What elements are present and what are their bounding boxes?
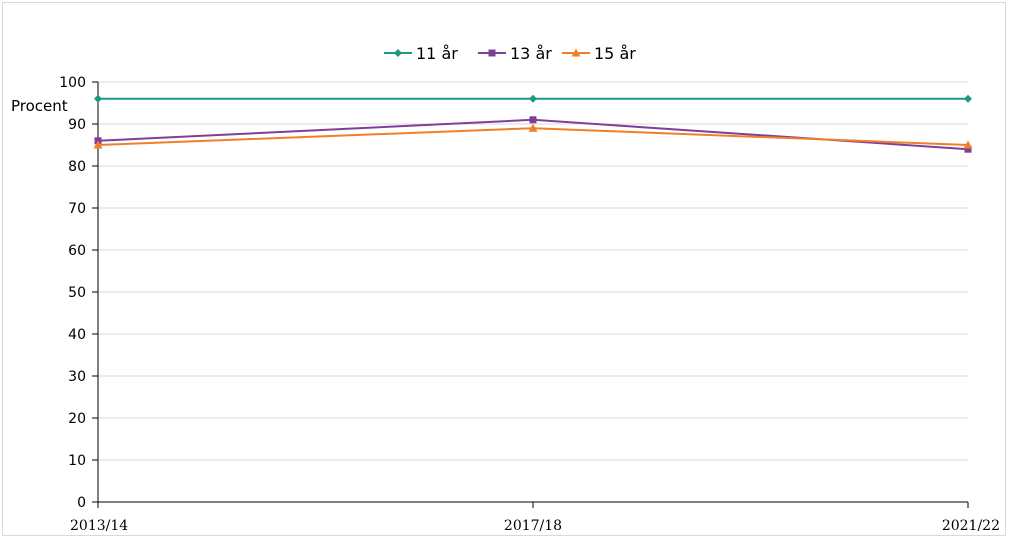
data-point [964, 145, 972, 153]
legend-label: 11 år [416, 44, 458, 63]
legend-label: 13 år [510, 44, 552, 63]
y-tick-label: 20 [68, 411, 86, 427]
legend-marker [571, 48, 581, 57]
x-tick-label: 2021/22 [942, 518, 1000, 534]
gridlines [98, 81, 968, 461]
y-tick-label: 10 [68, 453, 86, 469]
series-lines [93, 94, 973, 153]
y-tick-label: 60 [68, 243, 86, 259]
y-tick-label: 0 [77, 495, 86, 511]
data-point [529, 116, 537, 124]
data-point [963, 140, 973, 149]
data-point [964, 94, 972, 103]
data-point [528, 123, 538, 132]
x-tick-label: 2017/18 [504, 518, 562, 534]
x-tick-label: 2013/14 [70, 518, 128, 534]
series-2 [94, 116, 972, 153]
series-1 [94, 94, 972, 103]
data-point [94, 94, 102, 103]
y-tick-label: 80 [68, 159, 86, 175]
y-axis-ticks: 0 10 20 30 40 50 60 70 80 90 100 [59, 75, 98, 511]
series-3 [93, 123, 973, 149]
y-tick-label: 40 [68, 327, 86, 343]
legend-item: 11 år [384, 44, 458, 63]
y-tick-label: 100 [59, 75, 86, 91]
data-point [93, 140, 103, 149]
legend: 11 år 13 år 15 år [384, 44, 636, 63]
legend-marker [488, 49, 496, 57]
y-axis-label: Procent [11, 97, 68, 115]
legend-marker [394, 49, 402, 57]
y-tick-label: 90 [68, 117, 86, 133]
x-axis-ticks: 2013/14 2017/18 2021/22 [70, 502, 1000, 534]
legend-label: 15 år [594, 44, 636, 63]
y-tick-label: 30 [68, 369, 86, 385]
legend-item: 13 år [478, 44, 552, 63]
y-tick-label: 50 [68, 285, 86, 301]
legend-item: 15 år [562, 44, 636, 63]
data-point [529, 94, 537, 103]
y-tick-label: 70 [68, 201, 86, 217]
